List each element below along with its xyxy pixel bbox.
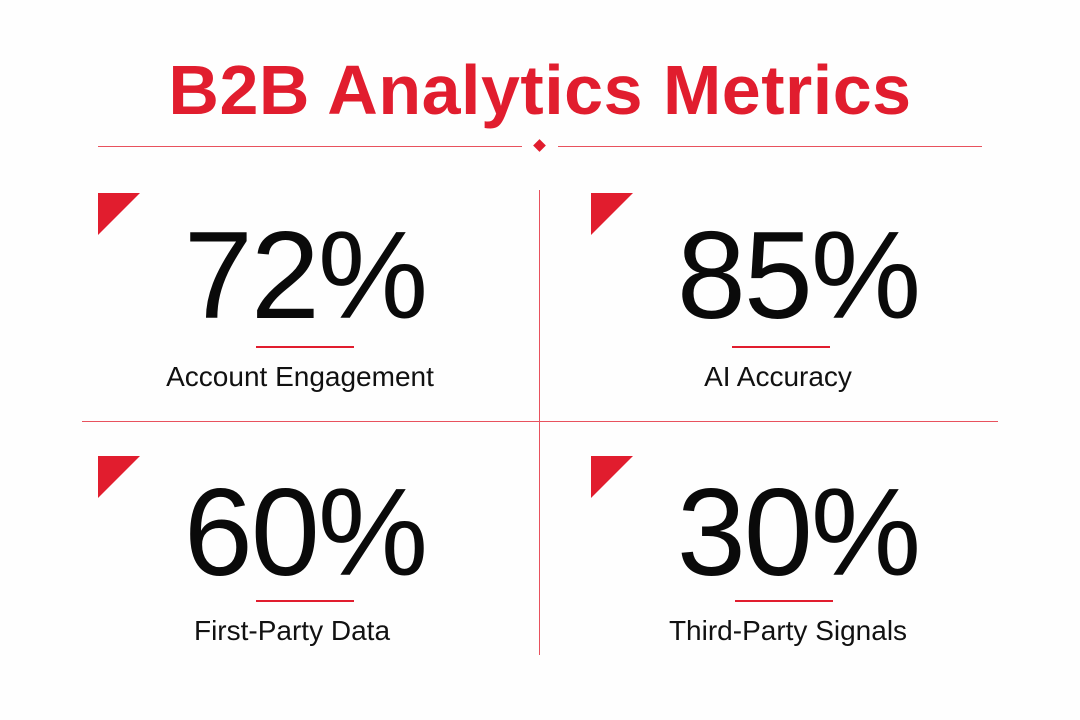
corner-triangle-icon [98,193,140,235]
page-title: B2B Analytics Metrics [168,51,912,129]
corner-triangle-icon [591,193,633,235]
title-divider-right [558,146,982,147]
metric-underline [256,346,354,348]
metric-underline [256,600,354,602]
corner-triangle-icon [591,456,633,498]
metric-value: 85% [676,207,921,345]
metric-underline [735,600,833,602]
grid-divider-horizontal [82,421,998,422]
metric-value: 72% [183,207,428,345]
title-divider-left [98,146,522,147]
metric-value: 30% [676,464,921,602]
metric-label: AI Accuracy [704,361,852,392]
corner-triangle-icon [98,456,140,498]
metric-value: 60% [183,464,428,602]
metric-label: First-Party Data [193,615,391,646]
metric-label: Third-Party Signals [668,615,908,646]
metric-label: Account Engagement [166,361,434,392]
grid-divider-vertical [539,190,540,655]
metric-underline [732,346,830,348]
diamond-icon [533,139,546,152]
